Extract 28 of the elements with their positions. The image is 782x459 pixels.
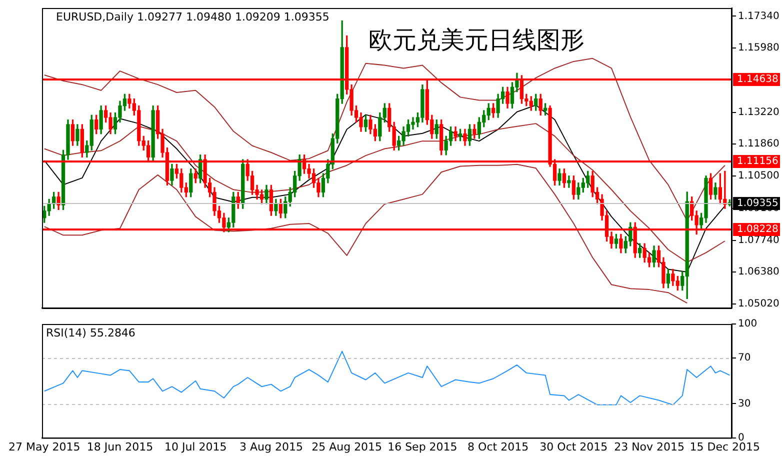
chart-title: RSI(14) 55.2846 <box>46 326 136 340</box>
y-tick-label: 100 <box>738 318 758 330</box>
y-tick-label: 1.13220 <box>738 106 780 118</box>
category-label: 8 Oct 2015 <box>468 440 529 454</box>
y-tick-label: 70 <box>738 352 751 364</box>
y-tick-label: 1.07740 <box>738 234 780 246</box>
y-tick-label: 1.10500 <box>738 170 780 182</box>
annotation: EURUSD,Daily 1.09277 1.09480 1.09209 1.09355 <box>56 10 330 24</box>
y-tick-label: 1.15980 <box>738 42 780 54</box>
category-label: 30 Oct 2015 <box>540 440 608 454</box>
ref-line-label: 1.09355 <box>737 198 778 210</box>
category-label: 27 May 2015 <box>8 440 80 454</box>
category-label: 16 Sep 2015 <box>388 440 458 454</box>
category-label: 23 Nov 2015 <box>614 440 685 454</box>
y-tick-label: 1.17340 <box>738 10 780 22</box>
category-label: 10 Jul 2015 <box>164 440 227 454</box>
y-tick-label: 1.11860 <box>738 138 780 150</box>
candlestick <box>567 176 571 188</box>
category-label: 3 Aug 2015 <box>239 440 303 454</box>
y-tick-label: 30 <box>738 398 751 410</box>
category-label: 18 Jun 2015 <box>86 440 154 454</box>
category-label: 25 Aug 2015 <box>312 440 382 454</box>
ref-line-label: 1.11156 <box>737 156 778 168</box>
ref-line-label: 1.14638 <box>737 74 778 86</box>
y-tick-label: 1.05020 <box>738 298 780 310</box>
text: 欧元兑美元日线图形 <box>368 26 585 54</box>
ref-line-label: 1.08228 <box>737 224 778 236</box>
y-tick-label: 1.06380 <box>738 266 780 278</box>
